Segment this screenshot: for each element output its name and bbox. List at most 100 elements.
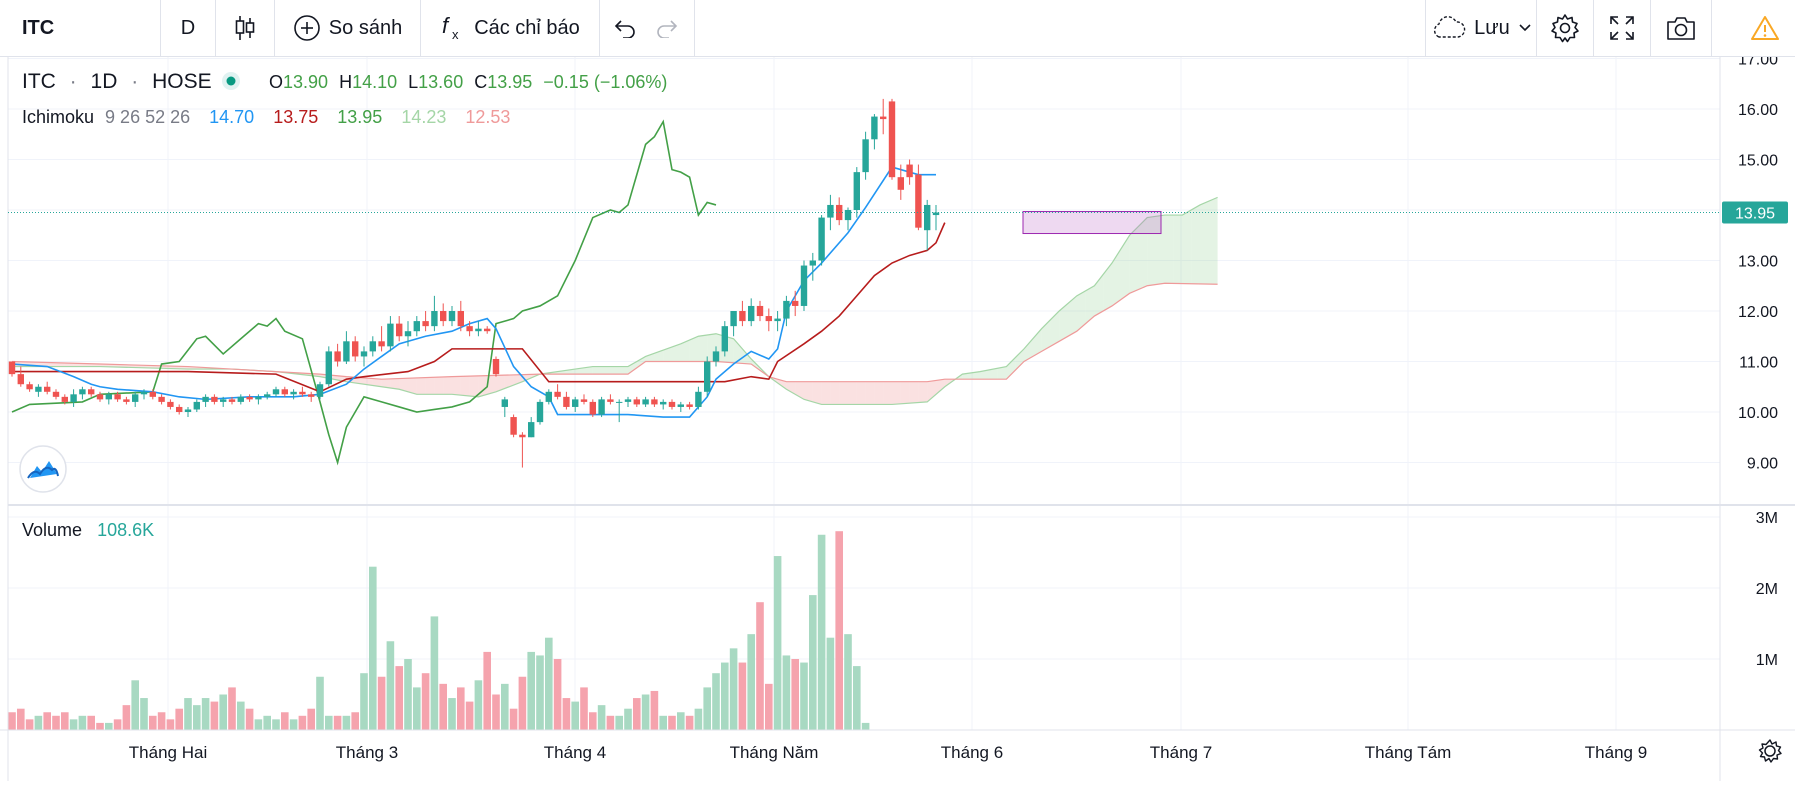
volume-bar xyxy=(281,712,289,730)
candle-body xyxy=(387,323,394,347)
candles-icon xyxy=(235,16,255,40)
time-tick-label: Tháng Tám xyxy=(1365,743,1452,762)
volume-bar xyxy=(316,676,324,730)
volume-bar xyxy=(589,712,597,730)
volume-bar xyxy=(78,715,87,730)
cloud-segment xyxy=(1164,215,1174,284)
cloud-segment xyxy=(1200,201,1209,285)
candle-body xyxy=(563,396,570,407)
volume-bar xyxy=(685,715,694,730)
volume-bar xyxy=(25,719,34,730)
candle-body xyxy=(70,394,77,402)
volume-bar xyxy=(149,715,157,730)
volume-bar xyxy=(43,712,51,730)
interval-button[interactable]: D xyxy=(161,0,215,56)
candle-body xyxy=(193,401,200,410)
warning-button[interactable] xyxy=(1740,0,1790,56)
volume-bar xyxy=(747,634,755,730)
volume-bar xyxy=(659,715,667,730)
candle-body xyxy=(475,328,482,332)
save-button[interactable]: Lưu xyxy=(1426,0,1536,56)
cloud-segment xyxy=(487,375,496,395)
price-tick-label: 13.00 xyxy=(1738,254,1778,271)
redo-button[interactable] xyxy=(647,0,687,56)
chevron-down-icon[interactable] xyxy=(1518,23,1532,33)
volume-bar xyxy=(17,708,25,730)
volume-axis[interactable]: 3M 2M 1M xyxy=(1756,510,1778,669)
time-axis[interactable]: Tháng Hai Tháng 3 Tháng 4 Tháng Năm Tháng 6 T… xyxy=(129,743,1647,762)
cloud-segment xyxy=(1059,303,1068,342)
cloud-segment xyxy=(1173,215,1183,284)
chart-area[interactable]: 17.0016.0015.0014.0013.0012.0011.0010.00… xyxy=(0,52,1795,781)
chart-type-button[interactable] xyxy=(216,0,274,56)
undo-button[interactable] xyxy=(605,0,645,56)
cloud-segment xyxy=(892,381,901,405)
compare-button[interactable]: So sánh xyxy=(275,0,420,56)
cloud-segment xyxy=(1208,197,1218,285)
volume-bar xyxy=(861,722,870,730)
candle-body xyxy=(325,351,332,385)
legend-volume: Volume 108.6K xyxy=(22,520,154,540)
highlight-rectangle[interactable] xyxy=(1022,211,1162,235)
candle-body xyxy=(888,101,896,178)
candle-body xyxy=(536,401,544,423)
volume-bar xyxy=(536,655,544,730)
candle-body xyxy=(35,386,42,392)
candle-body xyxy=(334,351,341,362)
cloud-segment xyxy=(1156,215,1165,285)
symbol-search-button[interactable]: ITC xyxy=(0,0,160,56)
candle-body xyxy=(589,401,596,415)
cloud-segment xyxy=(883,381,892,405)
settings-button[interactable] xyxy=(1537,0,1593,56)
volume-bar xyxy=(254,719,263,730)
candle-body xyxy=(792,300,799,306)
chart-svg[interactable]: 17.0016.0015.0014.0013.0012.0011.0010.00… xyxy=(0,52,1795,781)
volume-bar xyxy=(615,715,623,730)
candle-body xyxy=(519,434,526,438)
candle-body xyxy=(501,399,508,407)
save-label: Lưu xyxy=(1474,16,1510,39)
candle-body xyxy=(466,326,473,332)
screenshot-button[interactable] xyxy=(1651,0,1711,56)
volume-bar xyxy=(219,694,227,730)
volume-bar xyxy=(483,651,491,730)
volume-bar xyxy=(562,698,571,730)
cloud-segment xyxy=(936,379,945,395)
volume-bar xyxy=(580,687,588,730)
indicators-label: Các chỉ báo xyxy=(474,16,580,39)
cloud-segment xyxy=(1094,274,1104,317)
volume-bar xyxy=(791,659,799,730)
candle-body xyxy=(246,396,253,400)
volume-bar xyxy=(465,701,474,730)
candle-body xyxy=(924,204,931,231)
logo-badge[interactable] xyxy=(19,445,67,493)
volume-bar xyxy=(668,715,676,730)
candle-body xyxy=(281,389,288,395)
price-axis[interactable]: 17.0016.0015.0014.0013.0012.0011.0010.00… xyxy=(1738,52,1778,473)
volume-bar xyxy=(228,687,236,730)
fullscreen-button[interactable] xyxy=(1594,0,1650,56)
candle-body xyxy=(79,389,86,395)
cloud-segment xyxy=(856,381,866,405)
volume-bar xyxy=(210,701,219,730)
candle-body xyxy=(748,305,755,322)
cloud-segment xyxy=(610,366,620,375)
candle-body xyxy=(52,391,60,397)
price-tick-label: 12.00 xyxy=(1738,304,1778,321)
volume-bar xyxy=(474,680,483,730)
volume-bar xyxy=(492,694,500,730)
time-axis-gear-icon[interactable] xyxy=(1758,739,1782,763)
candle-body xyxy=(26,384,33,390)
volume-bar xyxy=(694,708,703,730)
candle-body xyxy=(149,391,156,397)
volume-bar xyxy=(606,715,615,730)
cloud-segment xyxy=(73,363,83,367)
candle-body xyxy=(308,394,315,397)
candle-body xyxy=(484,328,491,332)
current-price-value: 13.95 xyxy=(1735,206,1775,223)
cloud-segment xyxy=(592,366,602,375)
volume-bar xyxy=(395,666,403,730)
volume-bar xyxy=(844,634,852,730)
legend-symbol: ITC xyxy=(22,70,56,93)
